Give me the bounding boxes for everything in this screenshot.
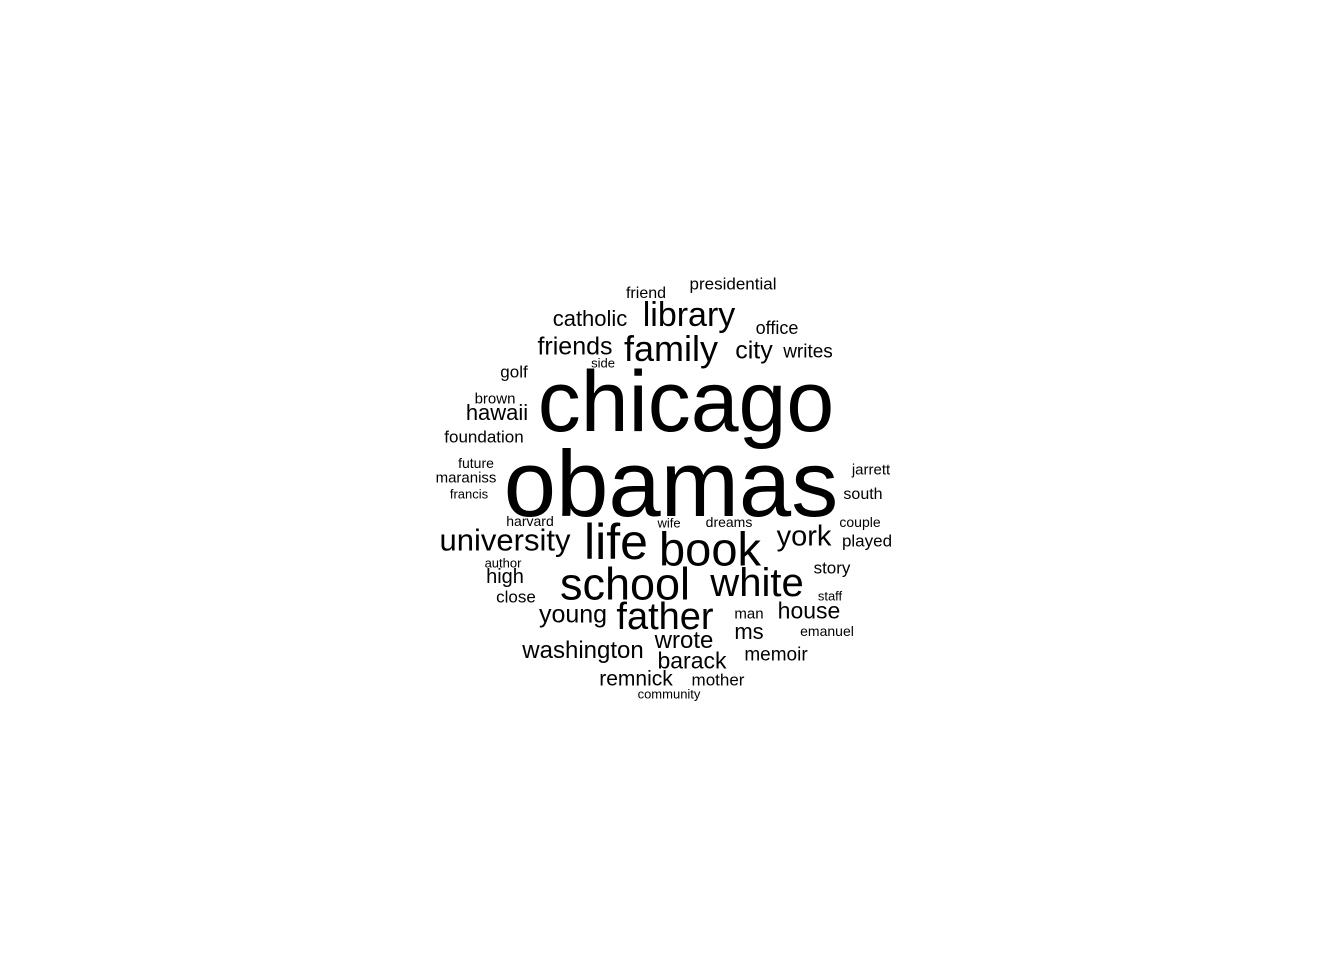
word-story: story — [813, 558, 851, 578]
word-city: city — [735, 336, 773, 365]
word-community: community — [637, 686, 701, 702]
word-dreams: dreams — [705, 514, 753, 530]
word-future: future — [458, 455, 494, 471]
word-staff: staff — [817, 588, 843, 604]
word-school: school — [559, 558, 691, 610]
word-friends: friends — [537, 332, 613, 361]
word-chicago: chicago — [537, 354, 835, 450]
word-south: south — [843, 486, 883, 503]
word-remnick: remnick — [599, 667, 673, 691]
word-friend: friend — [625, 285, 667, 302]
word-barack: barack — [657, 647, 727, 674]
word-couple: couple — [839, 514, 881, 530]
word-ms: ms — [734, 619, 764, 644]
word-writes: writes — [783, 341, 833, 363]
word-university: university — [439, 522, 571, 558]
word-harvard: harvard — [506, 513, 554, 529]
word-francis: francis — [449, 486, 489, 502]
word-maraniss: maraniss — [435, 469, 497, 487]
word-memoir: memoir — [744, 644, 808, 666]
word-emanuel: emanuel — [800, 623, 854, 639]
word-office: office — [755, 318, 799, 338]
word-mother: mother — [691, 670, 745, 690]
word-white: white — [710, 561, 804, 605]
word-father: father — [616, 596, 714, 638]
word-close: close — [496, 587, 536, 607]
word-catholic: catholic — [552, 306, 628, 331]
word-york: york — [776, 520, 832, 553]
word-high: high — [486, 566, 524, 588]
word-brown: brown — [474, 390, 516, 408]
word-house: house — [777, 597, 841, 624]
word-side: side — [591, 355, 615, 371]
word-obamas: obamas — [503, 431, 839, 536]
word-library: library — [642, 296, 736, 334]
word-washington: washington — [522, 637, 644, 664]
word-wife: wife — [657, 515, 681, 531]
word-man: man — [734, 605, 764, 623]
word-foundation: foundation — [444, 427, 524, 447]
word-hawaii: hawaii — [465, 400, 529, 425]
word-young: young — [538, 600, 608, 629]
word-book: book — [659, 522, 761, 576]
word-wrote: wrote — [654, 627, 714, 654]
word-author: author — [484, 555, 522, 571]
word-played: played — [841, 531, 893, 551]
word-life: life — [584, 514, 648, 570]
word-family: family — [623, 328, 719, 369]
word-jarrett: jarrett — [851, 461, 891, 479]
word-presidential: presidential — [689, 274, 777, 294]
word-golf: golf — [500, 362, 528, 382]
